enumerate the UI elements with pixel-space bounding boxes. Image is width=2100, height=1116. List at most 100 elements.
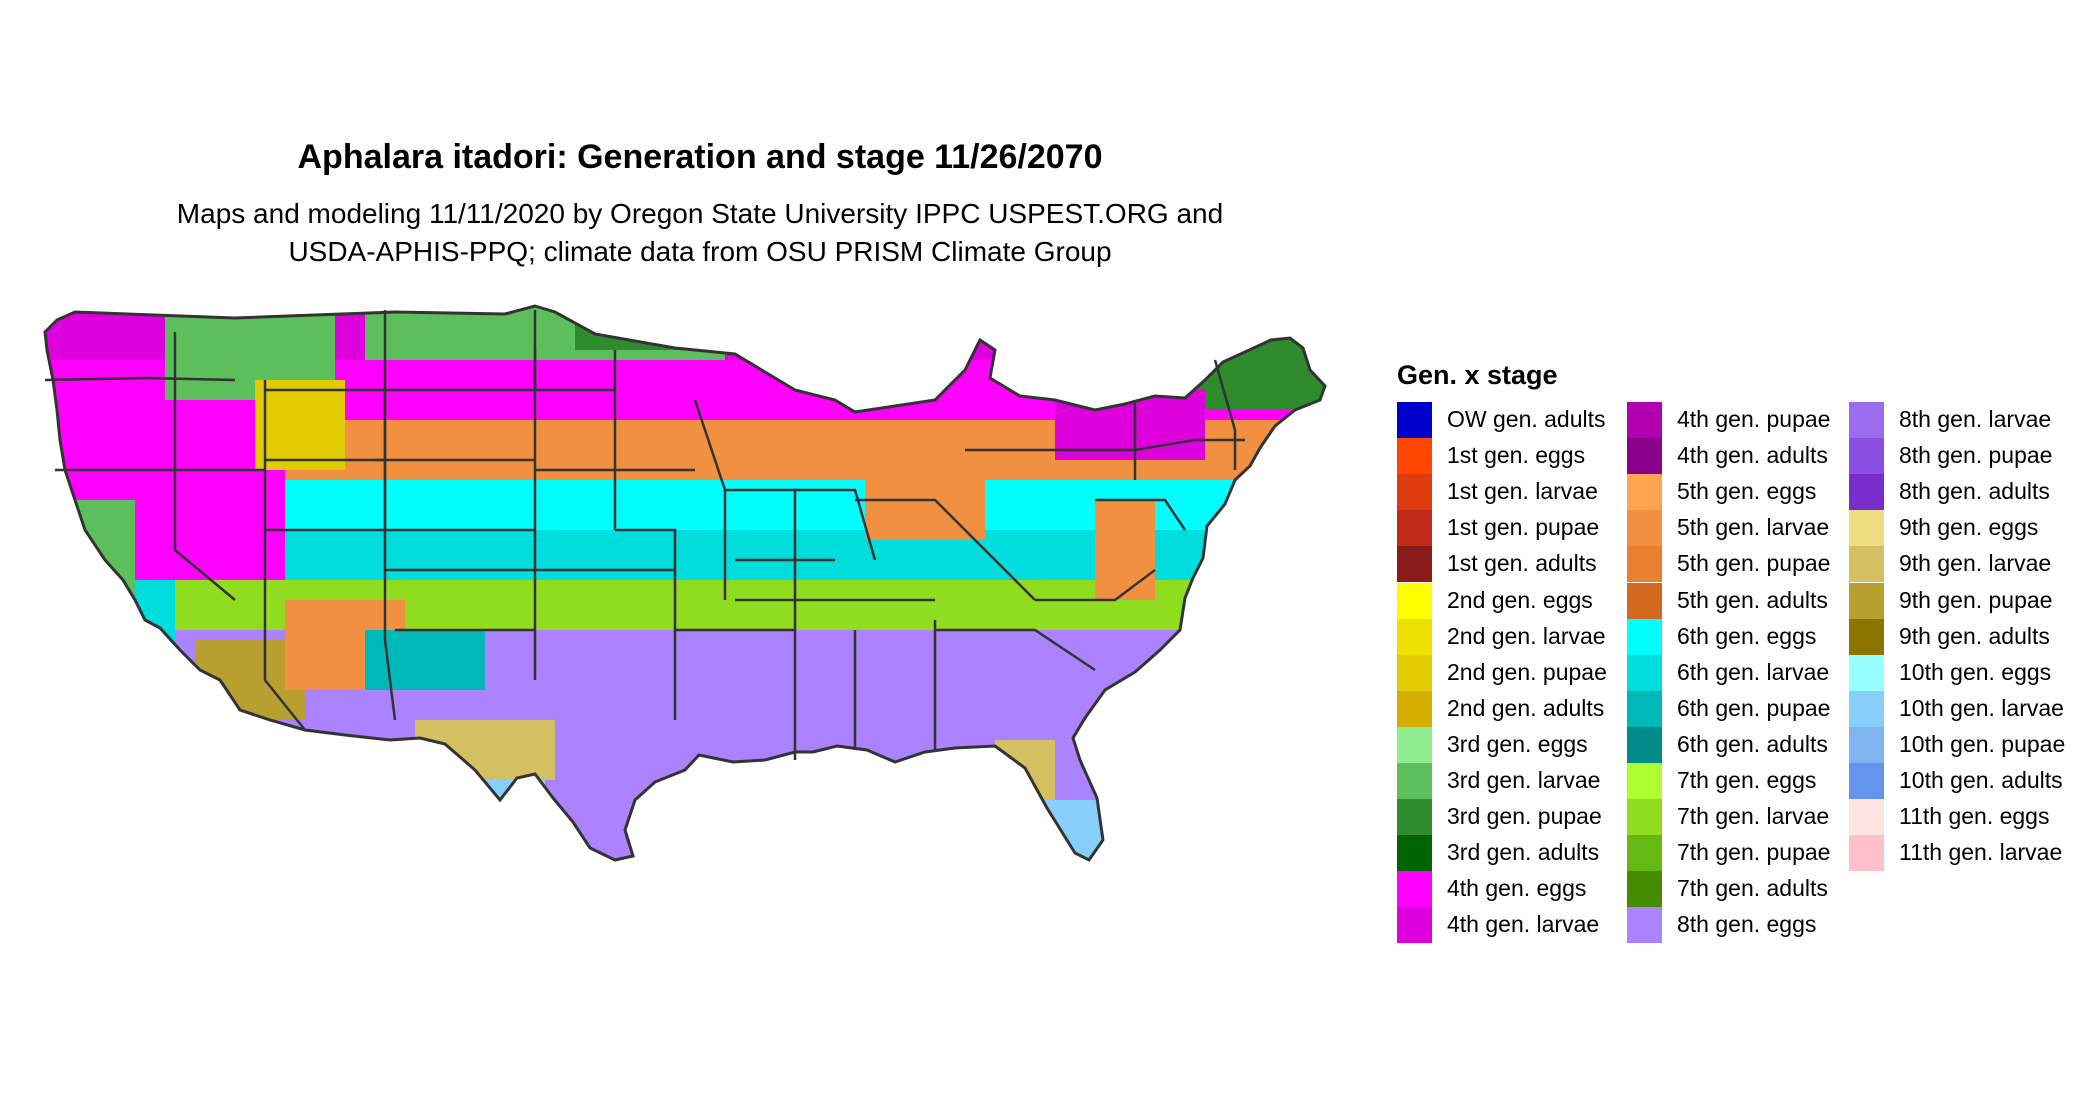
legend-item: 5th gen. pupae: [1627, 546, 1867, 583]
legend-title: Gen. x stage: [1397, 360, 1558, 390]
legend-label: 5th gen. pupae: [1677, 550, 1831, 577]
legend-item: 1st gen. larvae: [1397, 474, 1637, 511]
legend-item: 6th gen. larvae: [1627, 654, 1867, 691]
legend-label: 9th gen. adults: [1899, 622, 2050, 649]
legend-item: 10th gen. adults: [1849, 763, 2089, 799]
legend-swatch: [1849, 402, 1884, 438]
state-borders: [44, 310, 1245, 760]
legend-item: 9th gen. eggs: [1849, 510, 2089, 547]
legend-swatch: [1627, 835, 1662, 872]
legend-swatch: [1849, 835, 1884, 872]
legend-item: 6th gen. adults: [1627, 726, 1867, 763]
legend-item: 7th gen. larvae: [1627, 799, 1867, 836]
legend-swatch: [1397, 654, 1432, 691]
legend-item: 6th gen. eggs: [1627, 618, 1867, 655]
legend-label: 10th gen. larvae: [1899, 694, 2064, 721]
legend-swatch: [1397, 582, 1432, 619]
legend-label: OW gen. adults: [1447, 406, 1606, 432]
legend-label: 7th gen. eggs: [1677, 767, 1817, 793]
legend-swatch: [1849, 510, 1884, 547]
legend-item: 4th gen. adults: [1627, 438, 1867, 475]
legend-label: 9th gen. eggs: [1899, 514, 2039, 541]
legend-label: 2nd gen. adults: [1447, 694, 1605, 721]
legend-swatch: [1397, 546, 1432, 583]
map-subtitle: Maps and modeling 11/11/2020 by Oregon S…: [0, 195, 1400, 271]
legend-label: 5th gen. larvae: [1677, 514, 1830, 541]
map-legend: Gen. x stage OW gen. adults 1st gen. eggs…: [1397, 360, 2087, 960]
legend-swatch: [1627, 871, 1662, 908]
legend-swatch: [1627, 907, 1662, 944]
legend-swatch: [1627, 726, 1662, 763]
legend-item: 2nd gen. larvae: [1397, 618, 1637, 655]
legend-label: 7th gen. larvae: [1677, 803, 1830, 830]
legend-item: 5th gen. larvae: [1627, 510, 1867, 547]
legend-item: 1st gen. eggs: [1397, 438, 1637, 475]
subtitle-line-2: USDA-APHIS-PPQ; climate data from OSU PR…: [288, 236, 1112, 267]
legend-swatch: [1397, 799, 1432, 836]
legend-item: 10th gen. eggs: [1849, 654, 2089, 691]
legend-label: 4th gen. adults: [1677, 442, 1828, 469]
legend-label: 8th gen. pupae: [1899, 442, 2053, 469]
legend-item: 2nd gen. pupae: [1397, 654, 1637, 691]
legend-label: 2nd gen. pupae: [1447, 658, 1607, 685]
legend-item: 11th gen. eggs: [1849, 799, 2089, 836]
legend-label: 4th gen. pupae: [1677, 406, 1831, 432]
legend-label: 8th gen. eggs: [1677, 911, 1817, 938]
legend-label: 8th gen. adults: [1899, 478, 2050, 505]
legend-item: 10th gen. pupae: [1849, 726, 2089, 763]
legend-label: 1st gen. pupae: [1447, 514, 1600, 541]
legend-swatch: [1397, 763, 1432, 799]
legend-label: 11th gen. larvae: [1899, 839, 2063, 866]
legend-swatch: [1397, 907, 1432, 944]
legend-label: 10th gen. adults: [1899, 767, 2063, 793]
legend-label: 1st gen. eggs: [1447, 442, 1586, 469]
legend-label: 5th gen. eggs: [1677, 478, 1817, 505]
legend-item: 3rd gen. adults: [1397, 835, 1637, 872]
legend-swatch: [1397, 871, 1432, 908]
legend-label: 3rd gen. pupae: [1447, 803, 1602, 830]
legend-swatch: [1627, 654, 1662, 691]
map-svg: [43, 304, 1327, 862]
legend-swatch: [1627, 618, 1662, 655]
legend-item: 4th gen. larvae: [1397, 907, 1637, 944]
legend-label: 6th gen. eggs: [1677, 622, 1817, 649]
legend-swatch: [1849, 438, 1884, 475]
legend-swatch: [1397, 402, 1432, 438]
legend-label: 9th gen. pupae: [1899, 586, 2053, 613]
map-title: Aphalara itadori: Generation and stage 1…: [297, 138, 1103, 176]
legend-swatch: [1849, 546, 1884, 583]
legend-label: 10th gen. eggs: [1899, 658, 2052, 685]
legend-swatch: [1849, 763, 1884, 799]
legend-label: 2nd gen. larvae: [1447, 622, 1606, 649]
legend-item: 3rd gen. larvae: [1397, 763, 1637, 799]
legend-item: 5th gen. adults: [1627, 582, 1867, 619]
legend-label: 3rd gen. eggs: [1447, 730, 1588, 757]
legend-label: 2nd gen. eggs: [1447, 586, 1593, 613]
legend-swatch: [1627, 474, 1662, 511]
legend-label: 3rd gen. larvae: [1447, 767, 1601, 793]
legend-swatch: [1627, 690, 1662, 727]
legend-item: 7th gen. eggs: [1627, 763, 1867, 799]
legend-item: 4th gen. pupae: [1627, 402, 1867, 438]
legend-item: 6th gen. pupae: [1627, 690, 1867, 727]
us-outline: [43, 304, 1327, 862]
legend-item: 8th gen. pupae: [1849, 438, 2089, 475]
legend-swatch: [1849, 582, 1884, 619]
legend-swatch: [1397, 690, 1432, 727]
legend-item: 8th gen. adults: [1849, 474, 2089, 511]
legend-swatch: [1397, 618, 1432, 655]
legend-swatch: [1397, 438, 1432, 475]
legend-label: 6th gen. larvae: [1677, 658, 1830, 685]
legend-item: 11th gen. larvae: [1849, 835, 2089, 872]
legend-label: 3rd gen. adults: [1447, 839, 1600, 866]
legend-swatch: [1627, 582, 1662, 619]
legend-item: 10th gen. larvae: [1849, 690, 2089, 727]
legend-label: 8th gen. larvae: [1899, 406, 2052, 432]
legend-item: 3rd gen. pupae: [1397, 799, 1637, 836]
legend-item: 1st gen. adults: [1397, 546, 1637, 583]
legend-item: 8th gen. eggs: [1627, 907, 1867, 944]
legend-label: 5th gen. adults: [1677, 586, 1828, 613]
legend-label: 10th gen. pupae: [1899, 730, 2066, 757]
legend-swatch: [1849, 726, 1884, 763]
us-generation-map: [35, 300, 1360, 1000]
